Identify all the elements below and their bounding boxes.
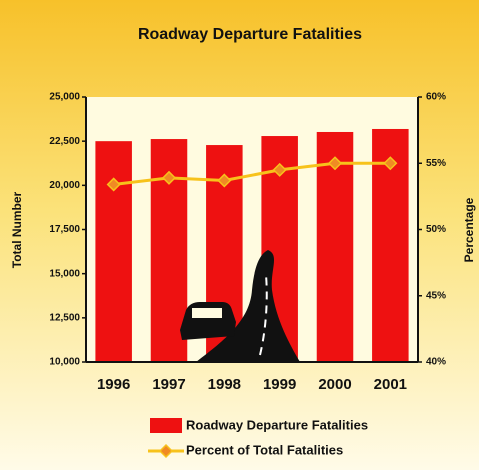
road-illustration [180, 250, 300, 362]
legend: Roadway Departure Fatalities Percent of … [148, 417, 368, 459]
marker [217, 173, 232, 188]
x-tick-label: 1997 [152, 376, 185, 393]
bar [316, 131, 354, 362]
x-tick-label: 1999 [263, 376, 296, 393]
marker [383, 156, 398, 171]
y2-axis-title: Percentage [462, 197, 476, 262]
marker [161, 170, 177, 185]
car [180, 302, 236, 340]
x-tick-label: 2000 [318, 376, 351, 393]
y2-tick-label: 40% [426, 357, 446, 368]
legend-label: Percent of Total Fatalities [186, 442, 343, 457]
marker [272, 162, 287, 177]
y-tick-label: 17,500 [49, 224, 80, 235]
line [113, 161, 391, 186]
x-tick-label: 1996 [97, 376, 130, 393]
axes [82, 96, 422, 363]
y2-tick-label: 60% [426, 92, 446, 103]
legend-swatch [150, 418, 182, 433]
legend-label: Roadway Departure Fatalities [186, 417, 368, 432]
chart-title: Roadway Departure Fatalities [138, 26, 362, 43]
y-tick-label: 10,000 [49, 357, 80, 368]
y-tick-label: 20,000 [49, 180, 80, 191]
y2-tick-label: 55% [426, 158, 446, 169]
bar [95, 141, 132, 362]
y-tick-label: 15,000 [49, 268, 80, 279]
y2-tick-label: 45% [426, 290, 446, 301]
y-axis-title: Total Number [10, 191, 24, 268]
x-tick-label: 1998 [208, 376, 241, 393]
y-tick-label: 12,500 [49, 312, 80, 323]
marker [327, 156, 343, 171]
y-tick-label: 22,500 [49, 136, 80, 147]
x-tick-label: 2001 [374, 376, 407, 393]
y2-tick-label: 50% [426, 224, 446, 235]
car-window [192, 308, 222, 318]
legend-marker [158, 443, 174, 459]
road-line [259, 274, 268, 356]
marker [106, 177, 121, 192]
road [196, 250, 300, 362]
y-tick-label: 25,000 [49, 92, 80, 103]
